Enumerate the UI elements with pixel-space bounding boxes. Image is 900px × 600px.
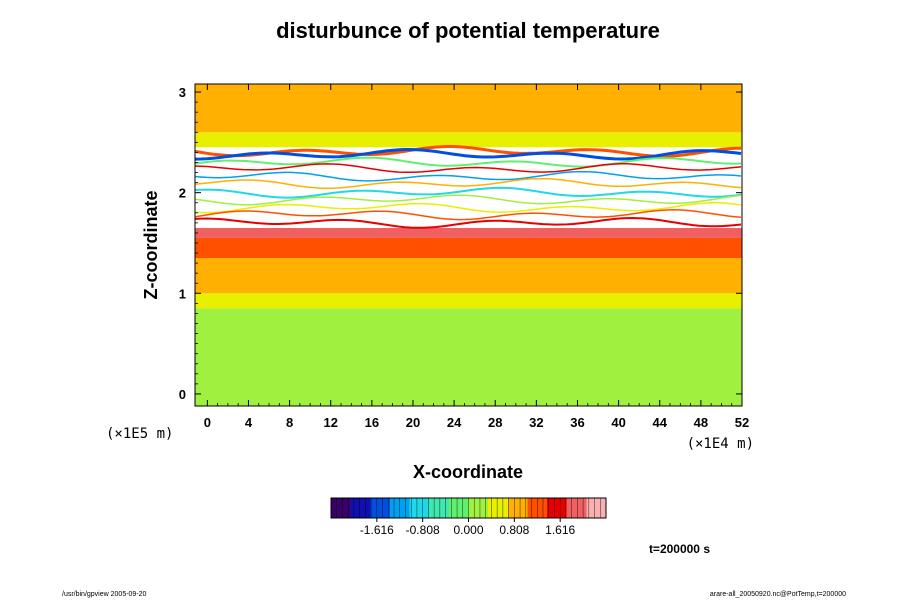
field-streak-8: [195, 202, 742, 214]
field-band-5: [195, 132, 742, 148]
field-band-3: [195, 237, 742, 259]
x-tick-label: 36: [570, 415, 584, 430]
plot-area: [195, 84, 742, 406]
y-tick-label: 3: [179, 85, 186, 100]
chart-title: disturbunce of potential temperature: [276, 18, 660, 43]
x-axis-ticks: 0 4 8 12 16 20 24 28 32 36 40 44 48 52: [204, 84, 749, 430]
colorbar-divisions: [336, 498, 601, 518]
field-streak-9: [195, 209, 742, 221]
saturated-band: [195, 147, 742, 228]
y-tick-label: 1: [179, 286, 186, 301]
footer-right: arare-all_20050920.nc@PotTemp,t=200000: [710, 591, 846, 598]
field-streak-6: [195, 186, 742, 199]
y-tick-label: 2: [179, 186, 186, 201]
colorbar-tick-label: 0.808: [499, 523, 529, 537]
x-tick-label: 44: [653, 415, 668, 430]
y-tick-label: 0: [179, 387, 186, 402]
field-streak-10: [195, 216, 742, 229]
field-band-4: [195, 227, 742, 238]
y-axis-ticks: 0 1 2 3: [179, 85, 742, 402]
field-streak-4: [195, 170, 742, 182]
x-tick-label: 16: [365, 415, 379, 430]
field-streak-3: [195, 163, 742, 174]
plot-frame: [194, 83, 743, 407]
x-tick-label: 32: [529, 415, 543, 430]
x-tick-label: 0: [204, 415, 211, 430]
time-label: t=200000 s: [649, 542, 710, 556]
colorbar-tick-label: -1.616: [360, 523, 394, 537]
x-axis-label: X-coordinate: [413, 462, 523, 482]
field-band-1: [195, 293, 742, 309]
field-band-6: [195, 84, 742, 133]
x-tick-label: 4: [245, 415, 253, 430]
field-streak-2: [195, 156, 742, 168]
colorbar-tick-label: 0.000: [453, 523, 483, 537]
x-tick-label: 52: [735, 415, 749, 430]
colorbar-tick-label: 1.616: [545, 523, 575, 537]
heatmap-field: [195, 84, 742, 406]
field-streak-5: [195, 177, 742, 190]
colorbar-tick-label: -0.808: [406, 523, 440, 537]
y-axis-label: Z-coordinate: [141, 190, 161, 299]
x-tick-label: 40: [611, 415, 625, 430]
field-streak-1: [195, 148, 742, 161]
x-tick-label: 24: [447, 415, 462, 430]
heatmap-streaks: [195, 145, 742, 229]
x-tick-label: 12: [323, 415, 337, 430]
y-axis-unit: (×1E5 m): [106, 426, 173, 442]
x-tick-label: 20: [406, 415, 420, 430]
x-tick-label: 8: [286, 415, 293, 430]
x-tick-label: 28: [488, 415, 502, 430]
x-tick-label: 48: [694, 415, 708, 430]
field-band-2: [195, 258, 742, 294]
x-axis-unit: (×1E4 m): [687, 436, 754, 452]
colorbar-ticks: -1.616 -0.808 0.000 0.808 1.616: [360, 518, 576, 537]
field-streak-7: [195, 194, 742, 206]
colorbar: -1.616 -0.808 0.000 0.808 1.616: [330, 497, 607, 537]
field-band-0: [195, 308, 742, 406]
footer-left: /usr/bin/gpview 2005-09-20: [62, 591, 147, 598]
